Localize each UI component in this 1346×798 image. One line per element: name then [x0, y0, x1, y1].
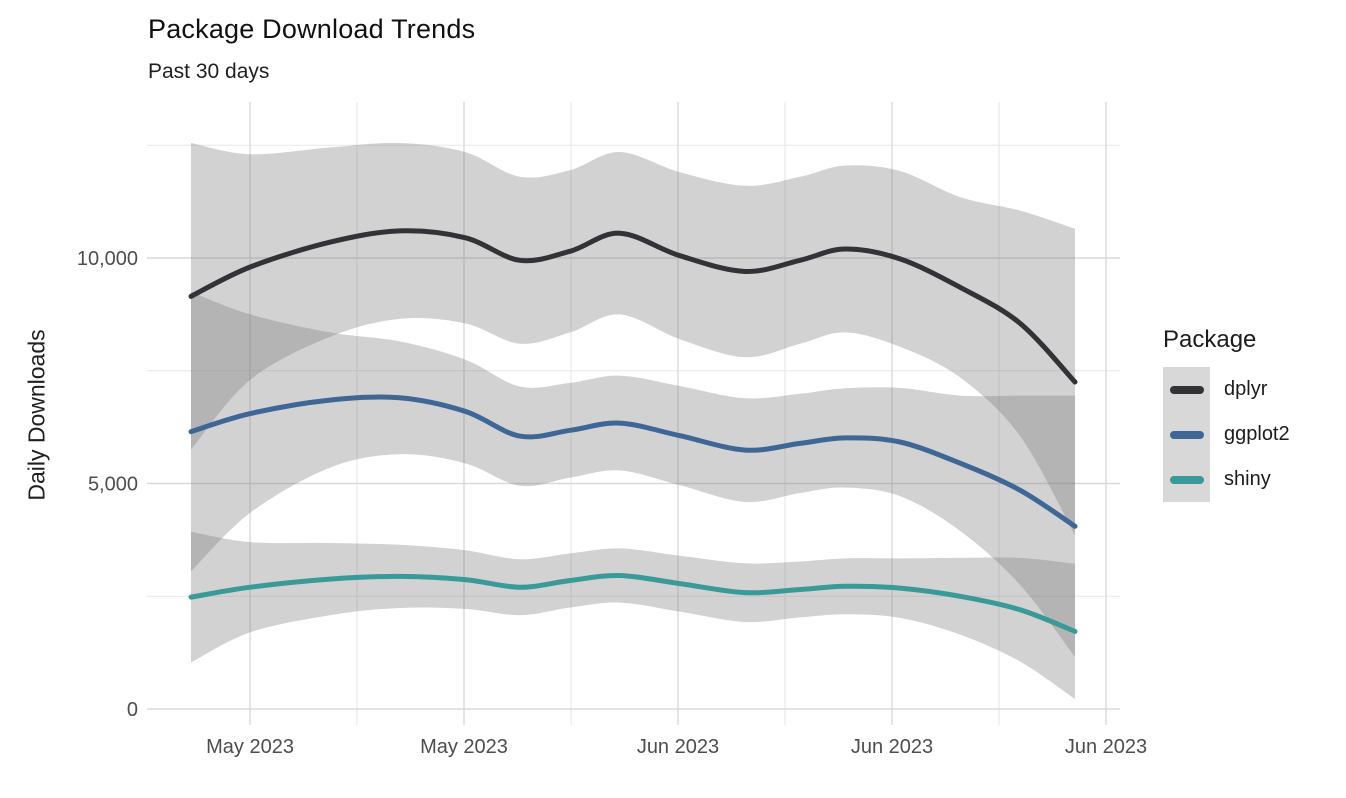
x-tick-label: Jun 2023: [1065, 736, 1147, 758]
y-axis-title: Daily Downloads: [23, 329, 50, 501]
x-tick-label: May 2023: [420, 736, 508, 758]
legend-item-dplyr: dplyr: [1163, 367, 1290, 412]
x-tick-label: May 2023: [206, 736, 294, 758]
ci-ribbon-shiny: [191, 531, 1075, 700]
trend-line-dplyr: [188, 228, 1078, 385]
legend-items: dplyr ggplot2 shiny: [1163, 367, 1290, 502]
legend-item-shiny: shiny: [1163, 457, 1290, 502]
legend-label-ggplot2: ggplot2: [1224, 423, 1290, 445]
legend-key-ggplot2: [1163, 412, 1210, 457]
legend-key-dplyr: [1163, 367, 1210, 412]
legend-line-swatch-icon: [1169, 475, 1204, 484]
legend-item-ggplot2: ggplot2: [1163, 412, 1290, 457]
legend-line-swatch-icon: [1169, 430, 1204, 439]
x-tick-label: Jun 2023: [637, 736, 719, 758]
x-tick-label: Jun 2023: [851, 736, 933, 758]
chart-subtitle: Past 30 days: [148, 60, 270, 83]
trend-line-shiny: [188, 572, 1078, 634]
legend-label-dplyr: dplyr: [1224, 378, 1268, 400]
legend: Package dplyr ggplot2 shiny: [1163, 326, 1290, 502]
y-tick-label: 10,000: [77, 248, 138, 270]
y-tick-label: 0: [127, 699, 138, 721]
legend-key-shiny: [1163, 457, 1210, 502]
trend-line-ggplot2: [188, 394, 1078, 529]
legend-line-swatch-icon: [1169, 385, 1204, 394]
chart-title: Package Download Trends: [148, 14, 476, 44]
ci-ribbon-dplyr: [191, 142, 1075, 536]
y-tick-label: 5,000: [88, 474, 138, 496]
legend-title: Package: [1163, 326, 1257, 353]
legend-label-shiny: shiny: [1224, 468, 1271, 490]
ci-ribbon-ggplot2: [191, 291, 1075, 658]
